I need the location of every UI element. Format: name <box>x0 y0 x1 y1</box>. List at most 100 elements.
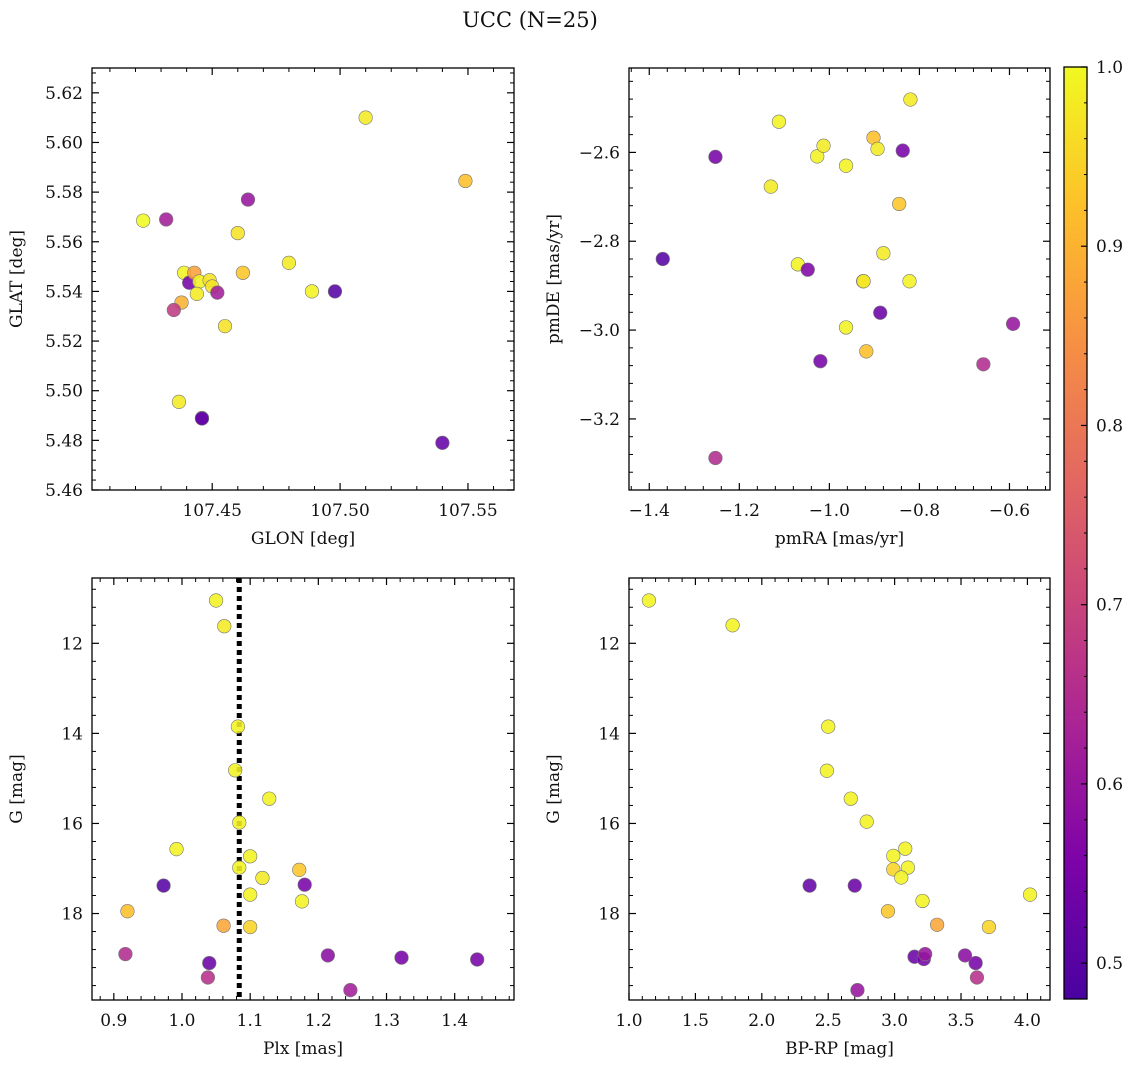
data-point <box>292 862 307 877</box>
x-axis-label: pmRA [mas/yr] <box>775 529 904 549</box>
data-point <box>843 791 858 806</box>
x-tick-label: −1.2 <box>719 501 760 521</box>
data-point <box>968 955 983 971</box>
data-point <box>902 274 917 289</box>
data-point <box>886 848 901 863</box>
x-tick-label: 3.0 <box>881 1011 908 1031</box>
y-tick-label: −3.2 <box>579 410 620 430</box>
x-axis-label: Plx [mas] <box>263 1039 343 1059</box>
x-tick-label: 1.4 <box>441 1011 468 1031</box>
y-axis-label: pmDE [mas/yr] <box>544 214 564 344</box>
x-tick-label: 107.45 <box>182 501 241 521</box>
colorbar-tick-label: 0.7 <box>1096 596 1123 616</box>
x-tick-label: 1.0 <box>615 1011 642 1031</box>
data-point <box>262 791 277 806</box>
data-point <box>895 143 910 158</box>
axes-frame <box>628 577 1051 1001</box>
data-point <box>903 92 918 107</box>
data-point <box>870 141 885 156</box>
data-point <box>873 305 888 320</box>
y-axis-label: GLAT [deg] <box>7 230 27 328</box>
data-point <box>297 877 312 892</box>
data-point <box>243 887 258 902</box>
data-point <box>118 946 133 962</box>
axes-frame <box>91 67 515 491</box>
data-point <box>900 860 915 875</box>
x-tick-label: 107.50 <box>310 501 369 521</box>
y-tick-label: 16 <box>598 814 620 834</box>
data-point <box>850 982 865 998</box>
y-tick-label: −3.0 <box>579 321 620 341</box>
data-point <box>304 284 320 299</box>
data-point <box>217 319 233 334</box>
colorbar-tick-label: 0.5 <box>1096 954 1123 974</box>
subplot-2: −1.4 −1.2 −1.0 −0.8 −0.6 −3.2 −3.0 −2.8 −2.6 pmRA… <box>544 67 1051 549</box>
subplot-1: 107.45 107.50 107.55 5.46 5.48 5.50 5.52 5.54 5.… <box>7 67 515 549</box>
data-point <box>1005 316 1021 331</box>
data-point <box>641 593 657 608</box>
data-point <box>470 952 485 967</box>
data-point <box>813 354 828 369</box>
data-point <box>981 919 997 935</box>
y-axis-label: G [mag] <box>7 754 27 823</box>
data-point <box>876 246 891 261</box>
x-tick-label: −1.4 <box>629 501 670 521</box>
data-point <box>810 149 825 164</box>
y-tick-label: 5.58 <box>45 183 83 203</box>
figure-title: UCC (N=25) <box>462 8 598 32</box>
x-axis-label: BP-RP [mag] <box>785 1039 894 1059</box>
x-tick-label: 1.3 <box>373 1011 400 1031</box>
data-point <box>255 870 270 886</box>
data-point <box>136 213 151 228</box>
data-point <box>859 814 874 829</box>
colorbar-tick-label: 0.8 <box>1096 416 1123 436</box>
data-point <box>838 320 854 335</box>
data-point <box>725 618 740 633</box>
y-tick-label: 12 <box>598 634 620 654</box>
x-tick-label: 1.5 <box>682 1011 709 1031</box>
data-point <box>708 450 723 466</box>
data-point <box>819 763 834 778</box>
y-tick-label: 5.52 <box>45 332 83 352</box>
data-point <box>240 192 256 207</box>
x-tick-label: 0.9 <box>100 1011 127 1031</box>
y-axis-label: G [mag] <box>544 754 564 823</box>
x-tick-label: 2.5 <box>815 1011 842 1031</box>
data-point <box>216 918 231 933</box>
colorbar-tick-label: 0.9 <box>1096 237 1123 257</box>
data-point <box>976 357 991 372</box>
data-point <box>915 893 930 909</box>
data-point <box>880 904 896 919</box>
data-point <box>210 285 225 300</box>
y-tick-label: 5.62 <box>45 84 83 104</box>
y-tick-label: 16 <box>61 814 83 834</box>
data-point <box>859 344 874 359</box>
y-tick-label: 5.46 <box>45 481 83 501</box>
data-point <box>171 394 187 409</box>
data-point <box>230 719 245 734</box>
data-point <box>202 955 217 971</box>
colorbar-tick-label: 1.0 <box>1096 58 1123 78</box>
data-point <box>320 948 335 963</box>
y-tick-label: 18 <box>598 905 620 925</box>
data-point <box>892 196 907 212</box>
data-point <box>816 138 831 153</box>
data-point <box>856 274 871 289</box>
data-point <box>708 149 723 164</box>
y-tick-label: 14 <box>61 724 83 744</box>
data-point <box>894 870 909 885</box>
axes-frame <box>91 577 515 1001</box>
data-point <box>217 619 232 634</box>
data-point <box>655 251 670 267</box>
data-point <box>230 225 245 241</box>
data-point <box>898 841 913 856</box>
data-point <box>918 946 933 962</box>
axes-frame <box>628 67 1051 491</box>
data-point <box>194 411 210 426</box>
y-tick-label: 5.50 <box>45 382 83 402</box>
data-point <box>243 919 258 935</box>
data-point <box>394 950 409 965</box>
colorbar: 0.5 0.6 0.7 0.8 0.9 1.0 <box>1063 58 1123 1000</box>
colorbar-bar <box>1063 66 1088 1000</box>
